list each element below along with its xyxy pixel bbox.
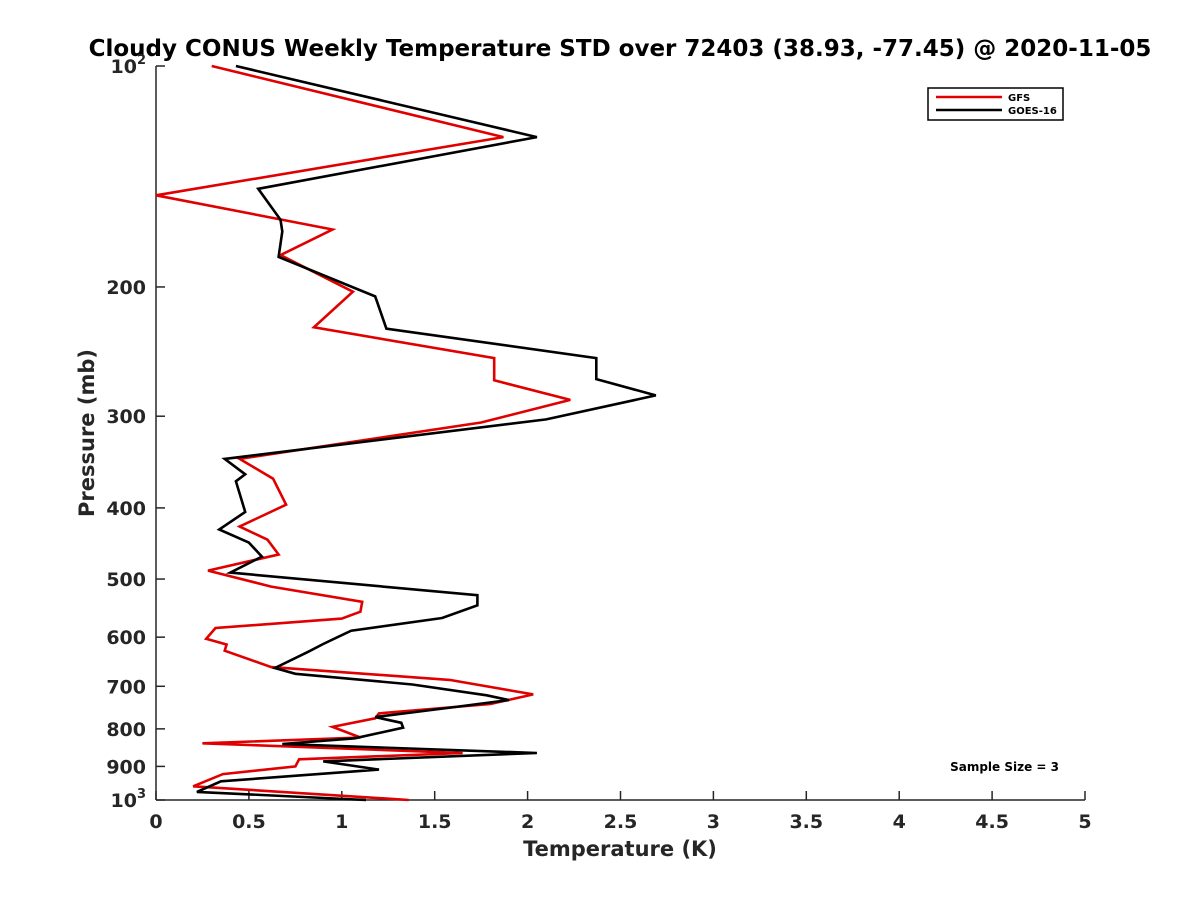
- x-tick-label: 1.5: [418, 811, 452, 833]
- series-line-gfs: [155, 64, 571, 802]
- y-tick-label: 800: [106, 719, 146, 741]
- y-axis-label: Pressure (mb): [75, 349, 99, 517]
- y-axis-ticks: 102 200 300 400 500 600 700 800 900 103: [106, 53, 165, 812]
- y-tick-label: 700: [106, 676, 146, 698]
- chart-title: Cloudy CONUS Weekly Temperature STD over…: [89, 36, 1152, 62]
- legend: GFS GOES-16: [927, 87, 1064, 121]
- x-tick-label: 3.5: [789, 811, 823, 833]
- y-tick-label: 400: [106, 498, 146, 520]
- y-tick-label: 102: [111, 53, 147, 78]
- x-axis-ticks: 0 0.5 1 1.5 2 2.5 3 3.5 4 4.5 5: [149, 791, 1092, 833]
- y-tick-label: 900: [106, 756, 146, 778]
- y-tick-label: 300: [106, 406, 146, 428]
- x-tick-label: 2: [521, 811, 534, 833]
- x-tick-label: 0: [149, 811, 162, 833]
- x-tick-label: 5: [1078, 811, 1091, 833]
- legend-box: [927, 87, 1064, 121]
- x-tick-label: 2.5: [604, 811, 638, 833]
- y-tick-label: 600: [106, 627, 146, 649]
- x-tick-label: 0.5: [232, 811, 266, 833]
- legend-label-goes16: GOES-16: [1008, 106, 1057, 117]
- x-axis-label: Temperature (K): [523, 837, 717, 861]
- y-tick-label: 200: [106, 277, 146, 299]
- x-tick-label: 4: [893, 811, 906, 833]
- y-tick-label: 500: [106, 569, 146, 591]
- legend-label-gfs: GFS: [1008, 93, 1030, 104]
- y-tick-label: 103: [111, 787, 147, 812]
- x-tick-label: 1: [335, 811, 348, 833]
- x-tick-label: 3: [707, 811, 720, 833]
- x-tick-label: 4.5: [975, 811, 1009, 833]
- series-lines: [155, 64, 657, 802]
- plot-area: 0 0.5 1 1.5 2 2.5 3 3.5 4 4.5 5 102 200 300 400 500 600…: [106, 53, 1091, 833]
- series-line-goes16: [196, 64, 657, 802]
- sample-size-annotation: Sample Size = 3: [950, 760, 1059, 774]
